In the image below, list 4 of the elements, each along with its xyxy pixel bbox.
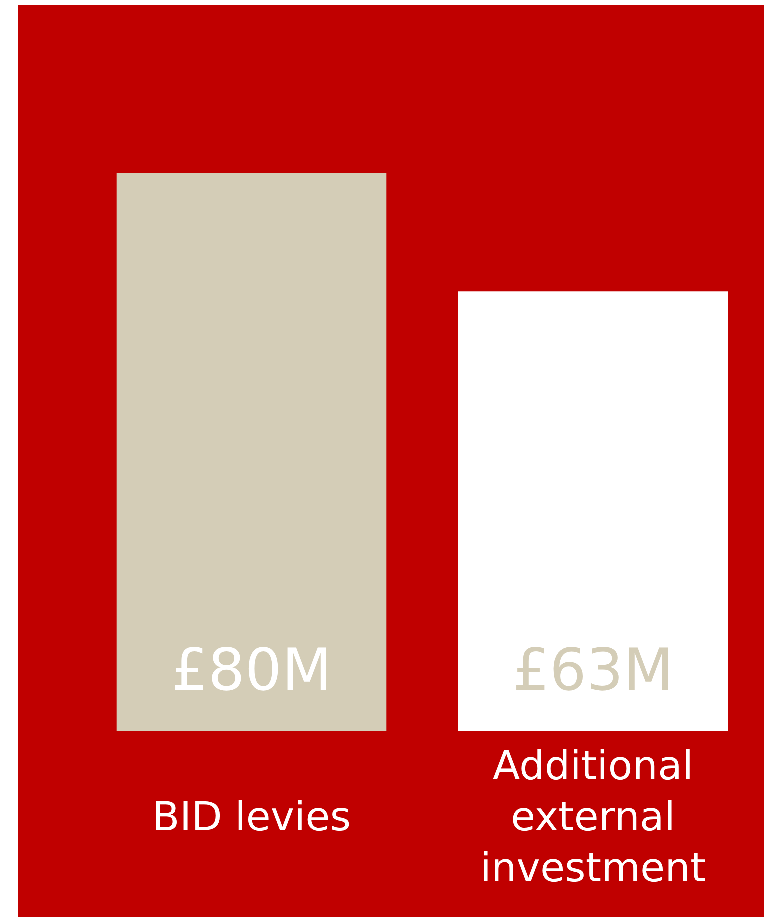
x-tick-label: Additional external investment	[480, 743, 706, 892]
x-tick-label: BID levies	[152, 794, 352, 840]
data-label: £63M	[512, 636, 674, 704]
data-label: £80M	[171, 636, 332, 704]
